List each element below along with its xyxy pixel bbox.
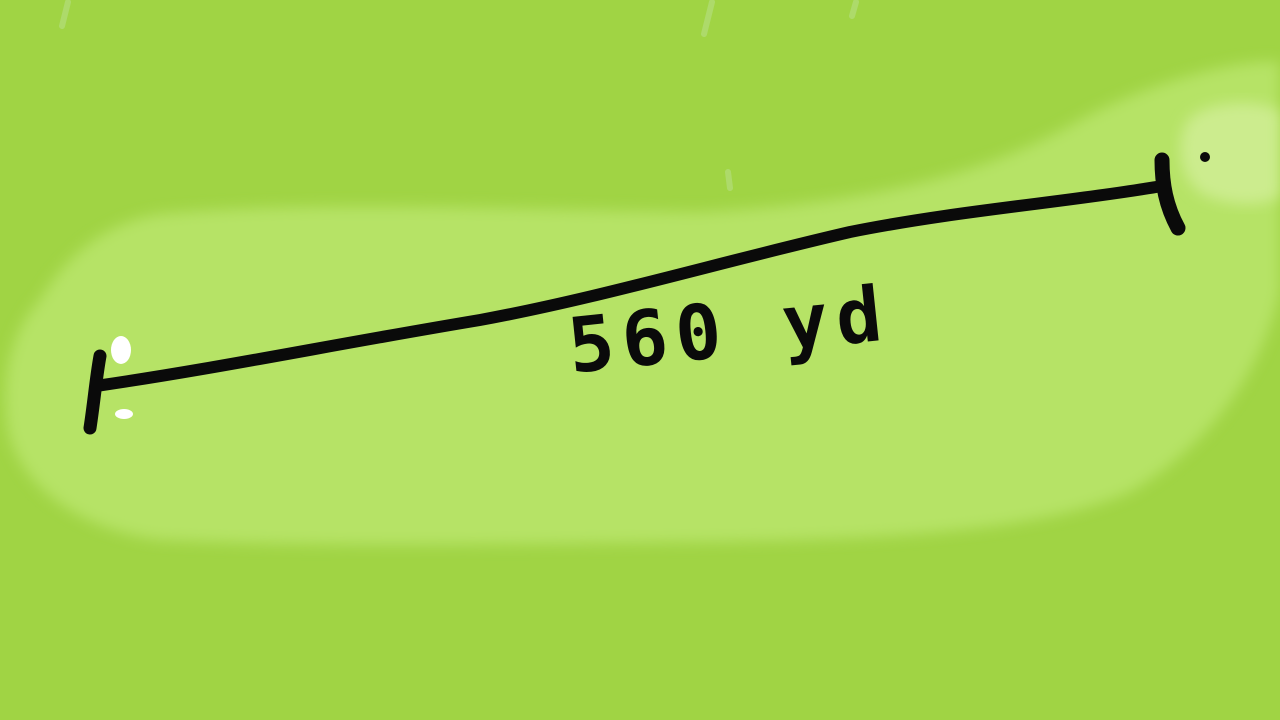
tee-marker [111,336,131,364]
distance-line [90,180,1168,392]
tee-marker [115,409,133,419]
fairway [5,61,1280,545]
pin-dot [1200,152,1210,162]
putting-green [1180,102,1280,205]
green-end-tick [1154,152,1186,236]
background-streaks [59,0,859,191]
tee-end-tick [83,349,107,435]
